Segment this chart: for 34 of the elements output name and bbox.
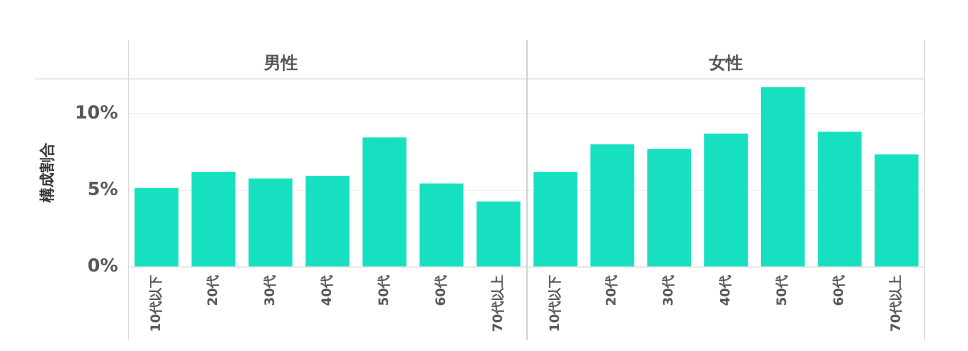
bar <box>248 178 292 266</box>
x-tick-label: 10代以下 <box>548 274 563 332</box>
x-tick-label: 30代 <box>662 274 677 306</box>
chart-title: 女性 <box>708 54 743 74</box>
y-tick-label: 10% <box>74 102 118 124</box>
x-tick-label: 20代 <box>206 274 221 306</box>
bar <box>874 154 918 266</box>
x-tick-label: 10代以下 <box>148 274 164 332</box>
y-tick-label: 0% <box>87 256 118 277</box>
x-tick-label: 50代 <box>376 274 392 306</box>
x-tick-label: 70代以上 <box>490 274 506 332</box>
y-tick-label: 5% <box>87 178 118 200</box>
bar <box>420 184 464 266</box>
bar <box>306 176 350 266</box>
bar <box>192 172 236 266</box>
bar <box>590 144 634 266</box>
bar <box>647 148 692 266</box>
x-tick-label: 50代 <box>775 274 790 306</box>
bar <box>534 172 578 266</box>
x-tick-label: 60代 <box>434 274 449 306</box>
x-tick-label: 20代 <box>604 274 620 306</box>
bar <box>760 87 805 266</box>
bar <box>362 137 406 266</box>
y-axis-title: 構成割合 <box>38 142 56 204</box>
bar <box>818 132 862 266</box>
x-tick-label: 40代 <box>718 274 734 306</box>
x-tick-label: 70代以上 <box>888 274 904 332</box>
x-tick-label: 30代 <box>262 274 278 306</box>
bar <box>134 188 178 266</box>
x-tick-label: 40代 <box>320 274 335 306</box>
chart-title: 男性 <box>263 54 298 74</box>
bar <box>476 201 520 266</box>
x-tick-label: 60代 <box>832 274 848 306</box>
bar <box>704 134 748 266</box>
